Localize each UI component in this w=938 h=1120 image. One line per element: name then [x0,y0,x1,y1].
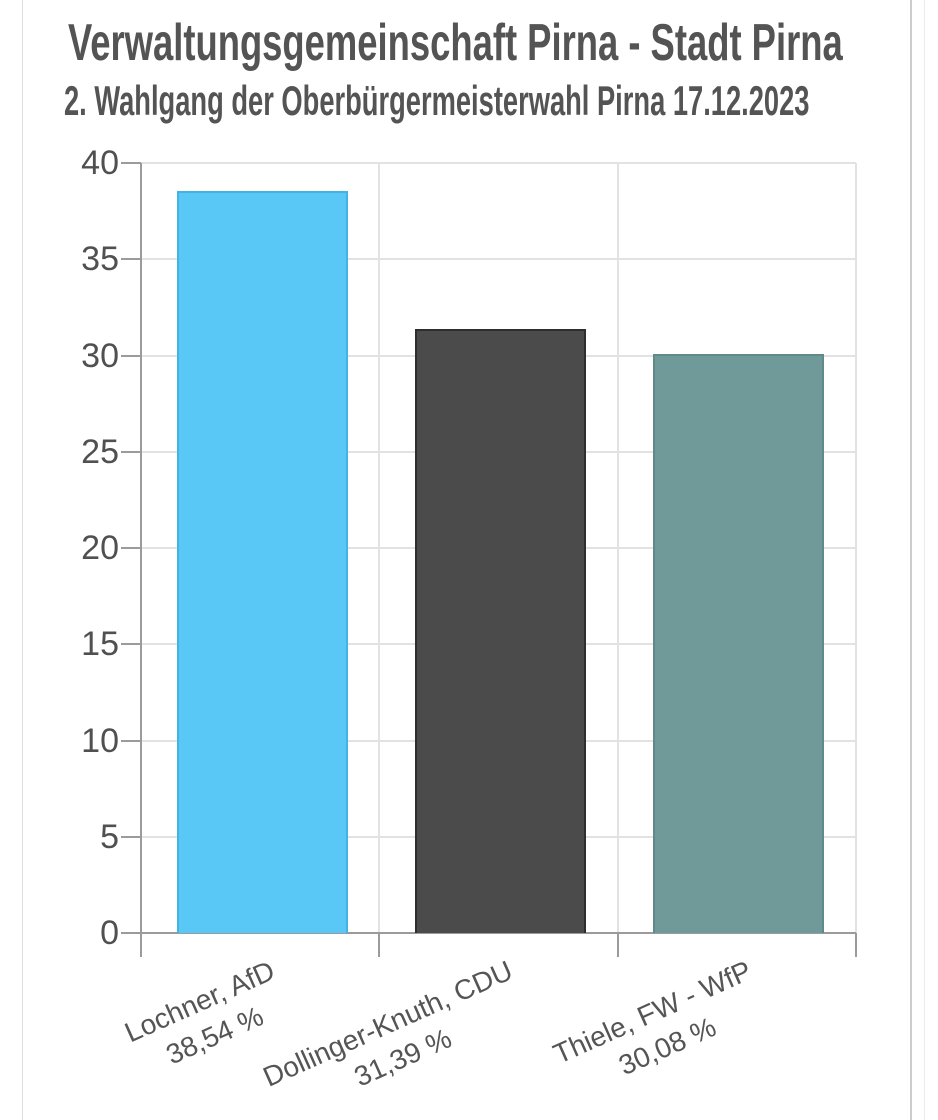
y-tick-35 [121,258,141,261]
y-axis-line [140,163,142,957]
y-axis-label-30: 30 [81,336,119,375]
bar-thiele-fw-wfp[interactable] [653,353,825,933]
gridline-y-40 [141,162,856,164]
x-tick-1 [378,933,381,957]
y-tick-25 [121,450,141,453]
x-axis-baseline [121,932,856,934]
gridline-x-1 [378,163,381,933]
bar-lochner-afd[interactable] [176,191,348,933]
bar-dollinger-knuth-cdu[interactable] [415,328,586,933]
y-axis-label-15: 15 [81,625,119,664]
chart-subtitle: 2. Wahlgang der Oberbürgermeisterwahl Pi… [64,77,810,124]
y-tick-10 [121,739,141,742]
page-right-border-outer [924,0,925,1120]
y-tick-20 [121,547,141,549]
chart-title: Verwaltungsgemeinschaft Pirna - Stadt Pi… [68,14,843,72]
page-right-border [910,0,912,1120]
y-tick-5 [121,835,141,838]
y-tick-30 [121,354,141,357]
y-axis-label-5: 5 [100,817,119,856]
x-tick-3 [855,933,857,957]
y-tick-15 [121,643,141,646]
gridline-y-35 [141,258,856,261]
y-tick-40 [121,162,141,164]
page-left-border [22,0,23,1120]
x-tick-2 [616,933,619,957]
x-axis-label-dollinger-knuth-cdu: Dollinger-Knuth, CDU 31,39 % [258,952,534,1120]
y-axis-label-35: 35 [81,240,119,279]
gridline-x-2 [616,163,619,933]
y-axis-label-25: 25 [81,432,119,471]
gridline-x-3 [855,163,857,933]
x-axis-label-thiele-fw-wfp: Thiele, FW - WfP 30,08 % [547,952,772,1106]
y-axis-label-0: 0 [100,914,119,952]
y-axis-label-20: 20 [81,529,119,567]
y-axis-label-10: 10 [81,721,119,760]
y-axis-label-40: 40 [81,144,119,182]
